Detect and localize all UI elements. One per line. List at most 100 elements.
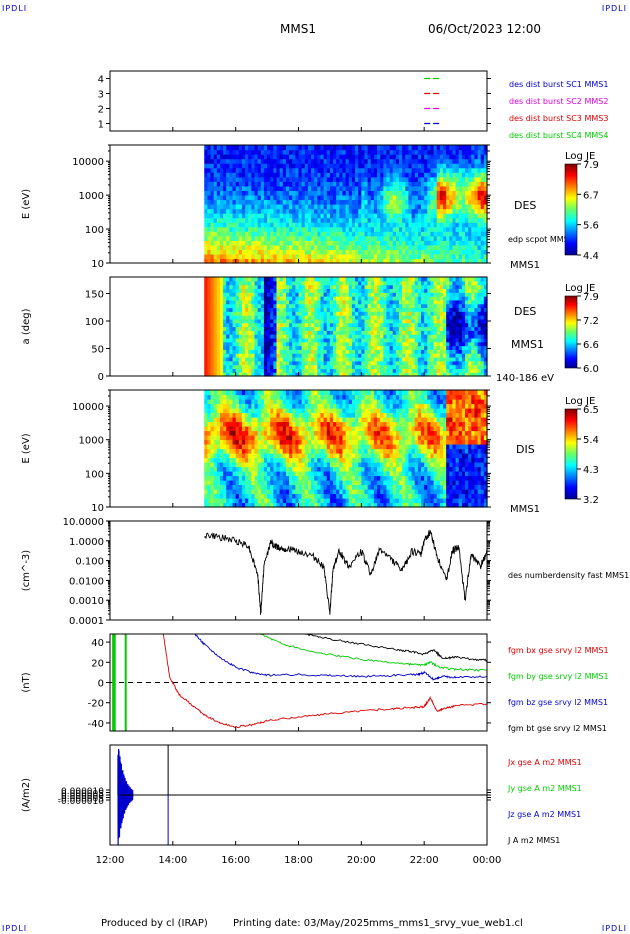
des_energy-heatmap-cell	[207, 149, 212, 155]
des_pitch-heatmap-cell	[427, 337, 432, 343]
des_energy-heatmap-cell	[364, 194, 369, 201]
des_energy-heatmap-cell	[458, 199, 463, 205]
des_pitch-heatmap-cell	[471, 284, 476, 290]
des_pitch-heatmap-cell	[289, 296, 293, 301]
des_energy-heatmap-cell	[285, 258, 290, 264]
des_pitch-heatmap-cell	[210, 277, 215, 282]
des_pitch-heatmap-cell	[263, 345, 268, 350]
des_pitch-heatmap-cell	[260, 345, 265, 350]
des_energy-heatmap-cell	[439, 204, 444, 210]
des_pitch-heatmap-cell	[298, 334, 303, 339]
des_pitch-heatmap-cell	[370, 349, 375, 354]
des_pitch-heatmap-cell	[213, 296, 218, 301]
des_energy-heatmap-cell	[336, 217, 340, 223]
des_pitch-heatmap-cell	[292, 292, 296, 297]
des_pitch-heatmap-cell	[364, 318, 369, 324]
des_pitch-heatmap-cell	[477, 345, 482, 350]
des_pitch-heatmap-cell	[273, 353, 278, 358]
des_pitch-heatmap-cell	[367, 341, 372, 347]
des_energy-heatmap-cell	[251, 145, 256, 151]
des_pitch-heatmap-cell	[241, 345, 246, 350]
des_pitch-heatmap-cell	[241, 318, 246, 324]
des_pitch-heatmap-cell	[443, 345, 447, 350]
des_energy-heatmap-cell	[364, 231, 369, 237]
des_pitch-heatmap-cell	[364, 349, 369, 354]
des_pitch-heatmap-cell	[380, 303, 384, 309]
des_pitch-heatmap-cell	[392, 356, 397, 362]
des_pitch-heatmap-cell	[380, 349, 384, 354]
des_energy-heatmap-cell	[358, 258, 362, 264]
dis_energy-heatmap-cell	[204, 466, 208, 472]
des_pitch-heatmap-cell	[292, 349, 296, 354]
des_pitch-heatmap-cell	[461, 368, 466, 373]
des_pitch-heatmap-cell	[458, 345, 463, 350]
des_energy-heatmap-cell	[436, 154, 441, 160]
des_energy-heatmap-cell	[377, 258, 381, 264]
des_pitch-heatmap-cell	[468, 353, 472, 358]
des_pitch-heatmap-cell	[449, 315, 454, 320]
des_pitch-heatmap-cell	[361, 299, 366, 305]
des_energy-heatmap-cell	[285, 217, 290, 223]
des_energy-heatmap-cell	[263, 208, 268, 214]
des_energy-heatmap-cell	[364, 163, 369, 169]
des_pitch-heatmap-cell	[276, 341, 281, 347]
des_energy-heatmap-cell	[311, 208, 315, 214]
des_energy-heatmap-cell	[355, 163, 359, 169]
des_energy-heatmap-cell	[436, 190, 441, 196]
des_energy-heatmap-cell	[223, 163, 227, 169]
des_energy-heatmap-cell	[314, 240, 318, 246]
des_energy-heatmap-cell	[439, 222, 444, 228]
des_pitch-heatmap-cell	[367, 315, 372, 320]
des_energy-heatmap-cell	[304, 194, 309, 201]
des_energy-heatmap-cell	[219, 244, 224, 250]
des_pitch-heatmap-cell	[273, 280, 278, 286]
des_energy-heatmap-cell	[477, 217, 482, 223]
des_pitch-heatmap-cell	[430, 322, 435, 328]
des_pitch-heatmap-cell	[301, 311, 306, 316]
des_pitch-heatmap-cell	[314, 364, 318, 369]
des_energy-heatmap-cell	[471, 208, 476, 214]
des_pitch-heatmap-cell	[289, 364, 293, 369]
des_energy-heatmap-cell	[380, 244, 384, 250]
des_energy-heatmap-cell	[263, 167, 268, 173]
des_pitch-heatmap-cell	[270, 334, 274, 339]
des_energy-heatmap-cell	[273, 222, 278, 228]
dis_energy-heatmap-cell	[213, 390, 218, 396]
des_energy-heatmap-cell	[361, 231, 366, 237]
des_pitch-heatmap-cell	[471, 334, 476, 339]
des_energy-heatmap-cell	[292, 217, 296, 223]
des_pitch-heatmap-cell	[421, 360, 425, 366]
des_energy-heatmap-cell	[279, 249, 284, 255]
des_energy-heatmap-cell	[408, 185, 413, 191]
des_pitch-heatmap-cell	[345, 322, 350, 328]
des_energy-heatmap-cell	[348, 172, 353, 178]
des_energy-heatmap-cell	[289, 249, 293, 255]
des_pitch-heatmap-cell	[251, 364, 256, 369]
des_energy-heatmap-cell	[311, 213, 315, 219]
des_energy-heatmap-cell	[421, 213, 425, 219]
des_pitch-heatmap-cell	[449, 280, 454, 286]
des_pitch-heatmap-cell	[483, 345, 488, 350]
des_energy-heatmap-cell	[373, 204, 378, 210]
des_pitch-heatmap-cell	[427, 341, 432, 347]
des_energy-heatmap-cell	[458, 145, 463, 151]
des_energy-heatmap-cell	[273, 167, 278, 173]
des_energy-heatmap-cell	[367, 222, 372, 228]
des_energy-heatmap-cell	[430, 154, 435, 160]
des_energy-heatmap-cell	[301, 231, 306, 237]
des_pitch-heatmap-cell	[213, 277, 218, 282]
des_energy-heatmap-cell	[351, 190, 356, 196]
des_pitch-heatmap-cell	[351, 334, 356, 339]
des_energy-heatmap-cell	[411, 158, 416, 164]
des_pitch-heatmap-cell	[304, 318, 309, 324]
des_energy-heatmap-cell	[285, 163, 290, 169]
des_energy-heatmap-cell	[392, 244, 397, 250]
des_energy-heatmap-cell	[455, 176, 460, 182]
des_energy-heatmap-cell	[427, 172, 432, 178]
des_energy-heatmap-cell	[223, 185, 227, 191]
des_energy-heatmap-cell	[279, 163, 284, 169]
des_energy-heatmap-cell	[245, 208, 249, 214]
des_pitch-heatmap-cell	[279, 368, 284, 373]
des_pitch-heatmap-cell	[320, 296, 325, 301]
des_pitch-heatmap-cell	[304, 334, 309, 339]
